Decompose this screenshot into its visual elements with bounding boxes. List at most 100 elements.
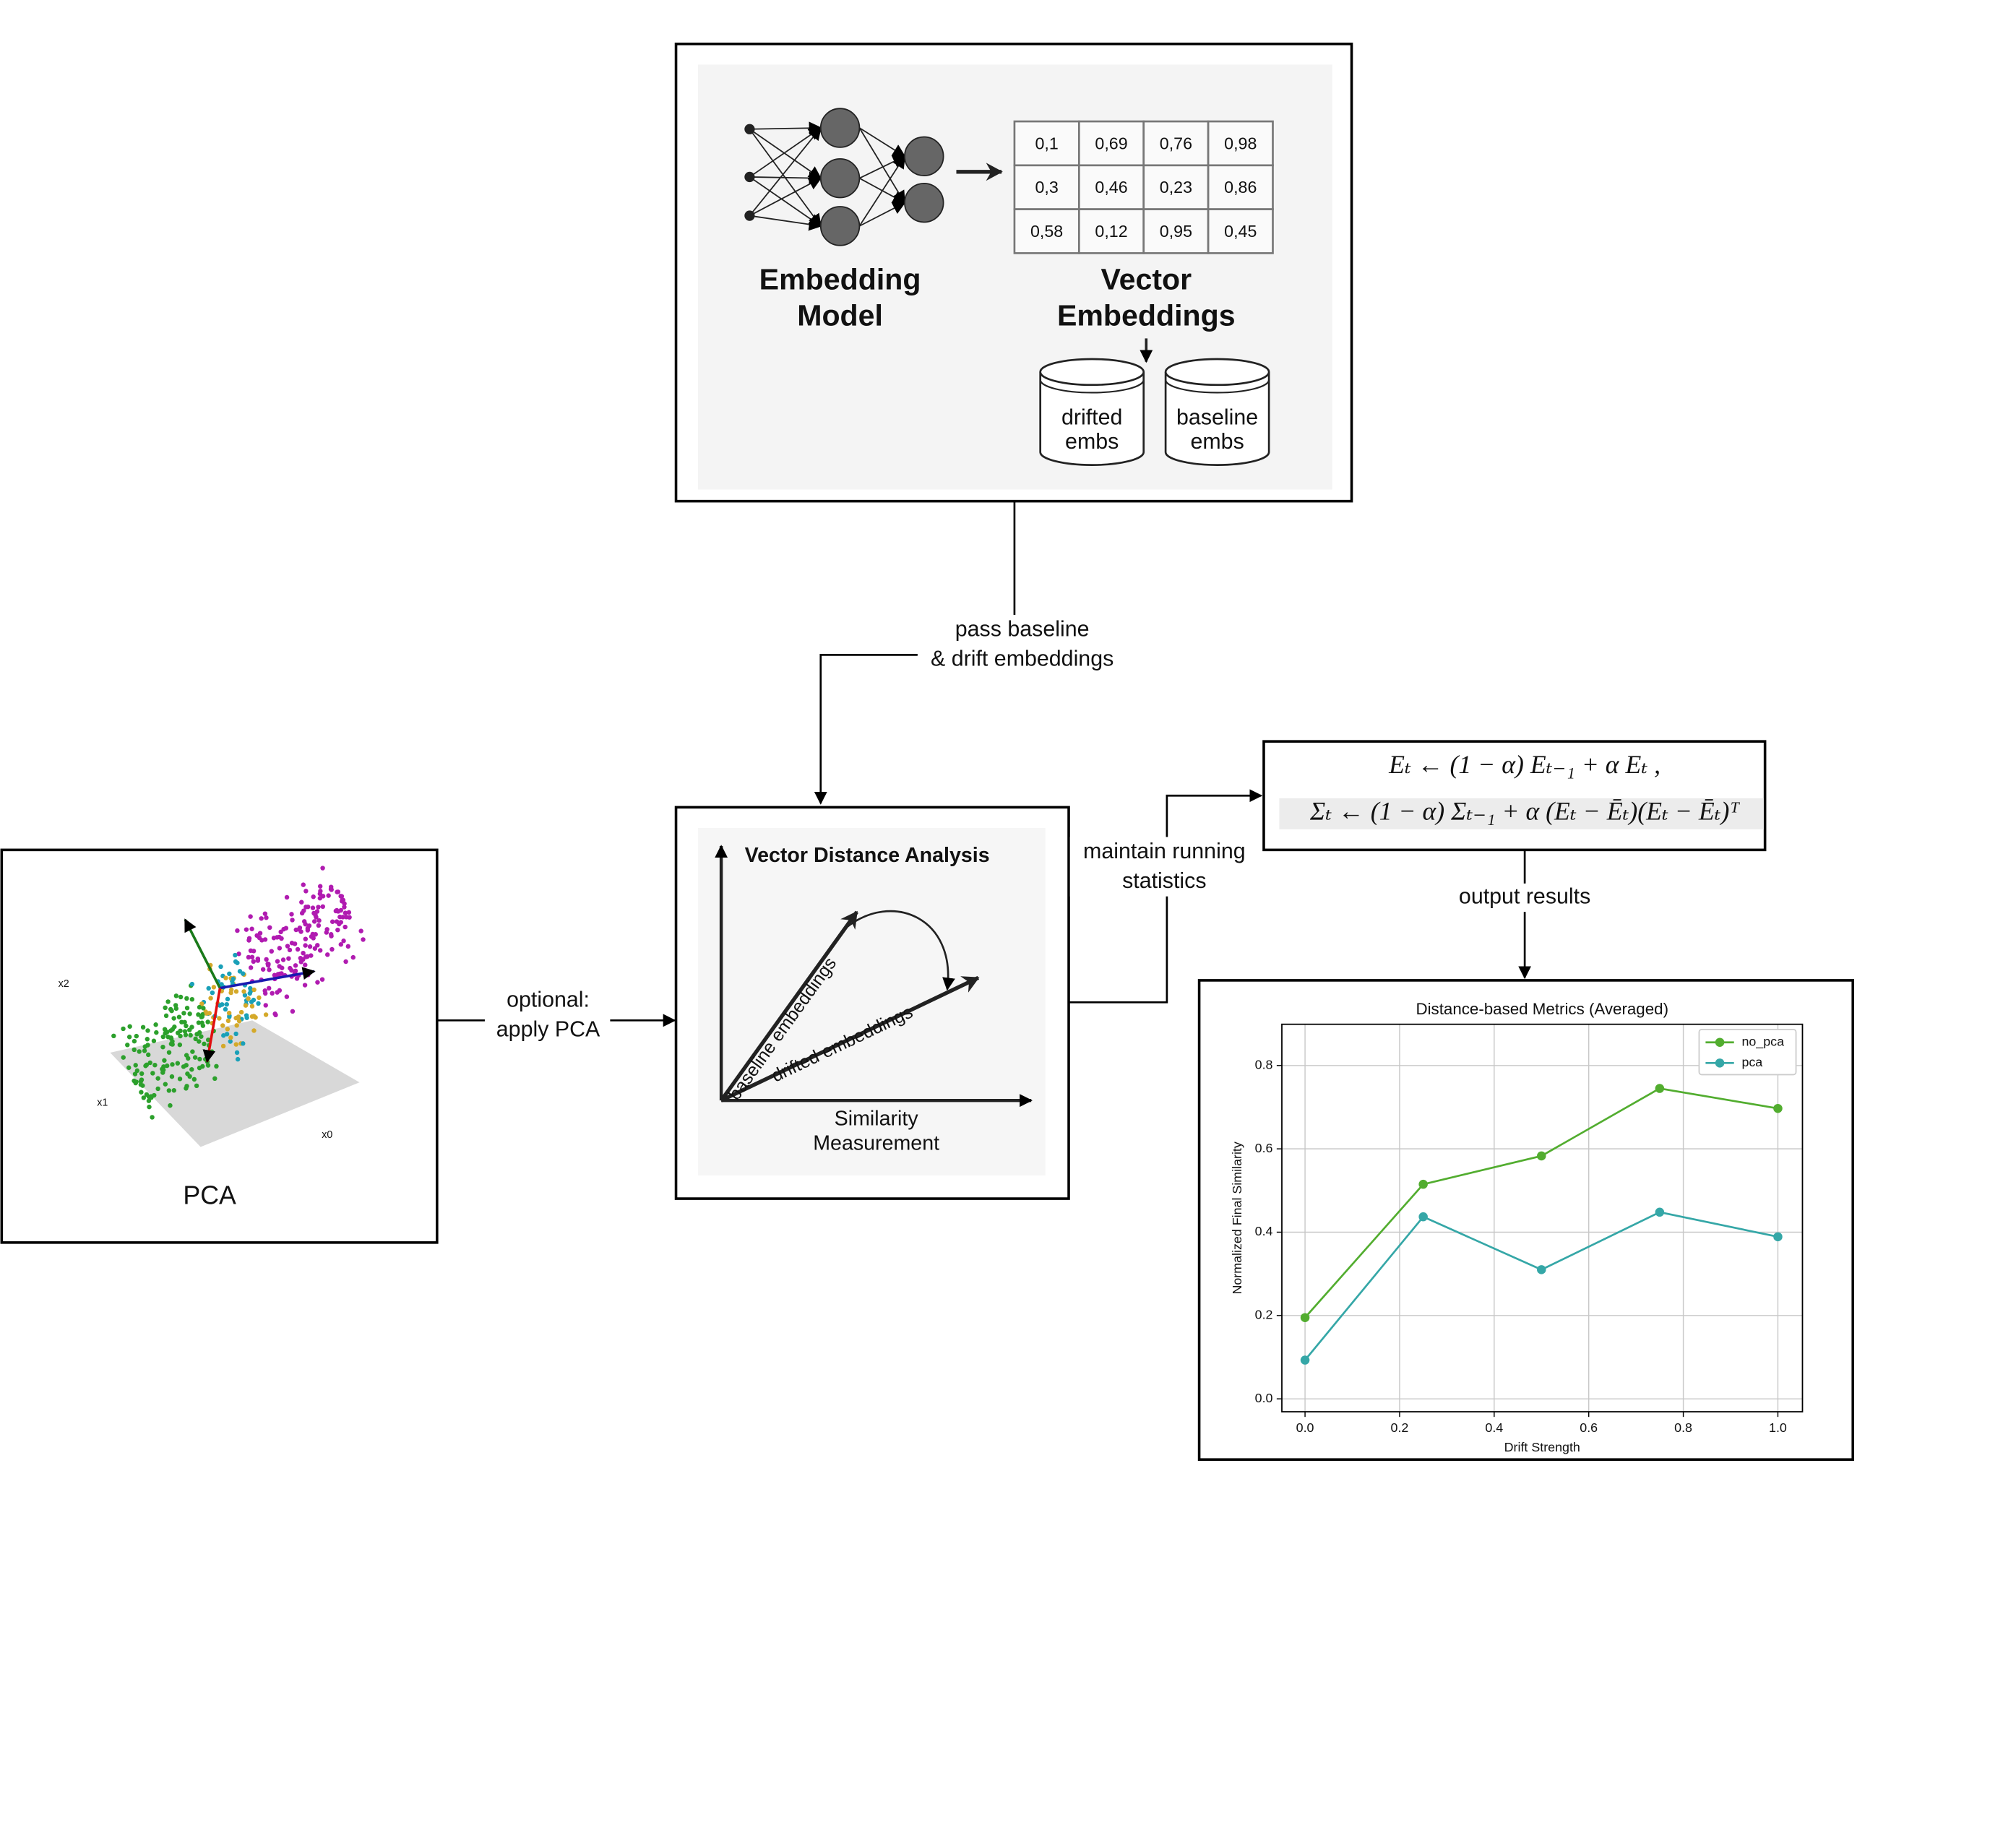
pca-point (292, 941, 298, 946)
pca-point (324, 952, 330, 957)
legend-marker (1715, 1058, 1725, 1068)
pca-point (272, 1011, 277, 1017)
chart-title: Distance-based Metrics (Averaged) (1416, 1000, 1668, 1018)
pca-point (189, 996, 195, 1002)
table-cell (1142, 164, 1210, 210)
pca-point (340, 915, 345, 920)
pca-point (217, 1016, 222, 1021)
pca-point (257, 935, 262, 941)
pca-point (346, 910, 352, 915)
pca-point (139, 1071, 145, 1077)
pca-point (191, 1077, 197, 1082)
pca-point (199, 1014, 204, 1019)
legend-marker (1715, 1037, 1725, 1047)
pca-point (150, 1071, 155, 1076)
pca-point (126, 1035, 132, 1040)
pca-point (257, 931, 263, 936)
pca-point (173, 993, 179, 998)
pca-point (259, 916, 264, 921)
pca-point (185, 1071, 190, 1077)
label-bg (917, 614, 1131, 675)
data-point (1537, 1151, 1546, 1161)
pca-point (214, 1063, 219, 1069)
pca-point (201, 1006, 206, 1011)
chart: 0.0 0.2 0.4 0.6 0.8 1.0 0.0 0.2 0.4 0.6 0.8 Distanc… (1230, 1000, 1804, 1454)
edge-label: output results (1459, 884, 1590, 909)
table-value: 0,3 (1035, 178, 1058, 197)
pca-point (197, 1056, 202, 1062)
table-value: 0,1 (1035, 134, 1058, 152)
pca-point (320, 866, 325, 871)
pca-point (303, 954, 309, 959)
pca-point (298, 929, 303, 934)
pca-point (263, 1003, 268, 1008)
pca-point (311, 910, 316, 916)
pca-point (121, 1026, 126, 1032)
pca-point (235, 928, 240, 933)
pca-point (144, 1092, 150, 1097)
nn-edge (749, 215, 822, 231)
pca-point (257, 995, 262, 1001)
pca-point (361, 937, 366, 942)
data-point (1655, 1084, 1665, 1093)
pca-point (246, 996, 251, 1001)
pca-point (260, 967, 266, 972)
pca-point (329, 933, 334, 939)
pca-point (246, 954, 251, 960)
table-value: 0,76 (1160, 134, 1192, 152)
pca-point (217, 1003, 223, 1008)
nn-input (744, 210, 755, 221)
pca-point (234, 1050, 240, 1056)
pca-point (343, 959, 348, 965)
pca-point (284, 994, 290, 999)
pca-point (283, 926, 289, 931)
formula-line: Σₜ ← (1 − α) Σₜ₋₁ + α (Eₜ − Ēₜ)(Eₜ − Ēₜ)… (1309, 796, 1740, 825)
pca-point (303, 936, 309, 941)
pca-point (317, 948, 323, 953)
pca-point (303, 889, 309, 894)
store-label: drifted (1061, 405, 1122, 429)
pca-point (170, 1062, 175, 1067)
data-point (1773, 1232, 1783, 1242)
table-value: 0,12 (1095, 222, 1127, 241)
pca-point (228, 1039, 233, 1044)
pca-point (275, 959, 280, 964)
pca-point (248, 965, 254, 970)
pca-point (255, 958, 261, 963)
pca-point (251, 1028, 257, 1033)
nn-node (904, 182, 944, 223)
pca-point (226, 1010, 232, 1016)
pca-point (345, 944, 351, 949)
pca-point (228, 990, 233, 996)
pca-point (184, 1023, 189, 1029)
pca-point (165, 999, 171, 1004)
edge-label: maintain running (1083, 839, 1246, 863)
x-tick-label: 1.0 (1769, 1420, 1787, 1435)
pca-point (262, 911, 268, 916)
data-point (1300, 1313, 1310, 1322)
legend-label: no_pca (1741, 1034, 1784, 1049)
pca-point (139, 1077, 145, 1082)
edge-label: & drift embeddings (931, 647, 1113, 671)
pca-point (264, 957, 269, 962)
legend-label: pca (1741, 1055, 1762, 1069)
pca-point (234, 1023, 239, 1028)
pca-point (132, 1047, 137, 1053)
edge-label: apply PCA (496, 1017, 600, 1042)
pca-point (153, 1022, 158, 1027)
pca-point (137, 1049, 142, 1054)
x-tick-label: 0.0 (1296, 1420, 1314, 1435)
pca-point (303, 921, 308, 927)
store-label: baseline (1176, 405, 1258, 429)
pca-axis (202, 988, 222, 1063)
pca-point (242, 993, 248, 998)
y-tick-label: 0.0 (1255, 1391, 1273, 1405)
vector (719, 910, 859, 1102)
cylinder (1164, 371, 1270, 466)
pca-point (303, 943, 308, 948)
pca-point (238, 1009, 244, 1015)
axis-label: Similarity (835, 1108, 919, 1131)
label-bg (1444, 883, 1605, 912)
angle-arc (845, 910, 955, 991)
pca-point (160, 1034, 166, 1040)
